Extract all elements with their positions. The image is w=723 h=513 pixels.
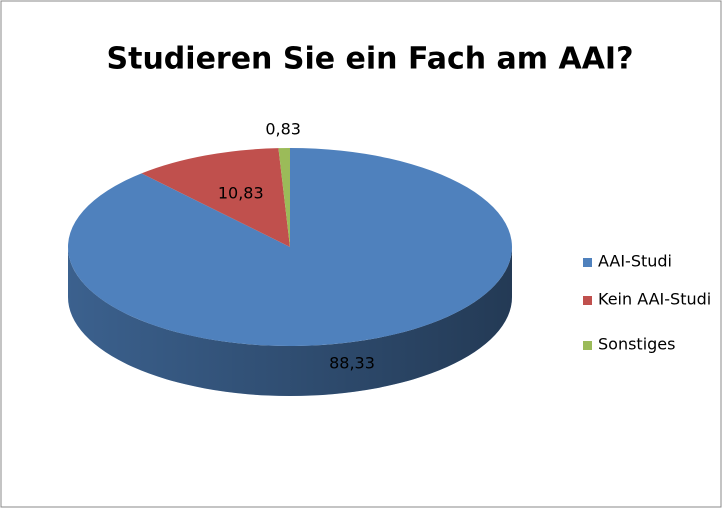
legend-swatch — [583, 296, 592, 305]
data-label: 10,83 — [218, 183, 264, 202]
legend-label: AAI-Studi — [598, 252, 672, 271]
legend-label: Sonstiges — [598, 335, 675, 354]
data-label: 88,33 — [329, 354, 375, 373]
chart-title: Studieren Sie ein Fach am AAI? — [107, 42, 634, 77]
data-label: 0,83 — [265, 120, 301, 139]
pie-side-shade — [68, 247, 512, 396]
pie-slice — [141, 148, 290, 247]
legend-swatch — [583, 341, 592, 350]
legend-swatch — [583, 258, 592, 267]
legend-label: Kein AAI-Studi — [598, 290, 711, 309]
pie-slice — [68, 148, 513, 346]
pie-slice — [278, 148, 290, 247]
